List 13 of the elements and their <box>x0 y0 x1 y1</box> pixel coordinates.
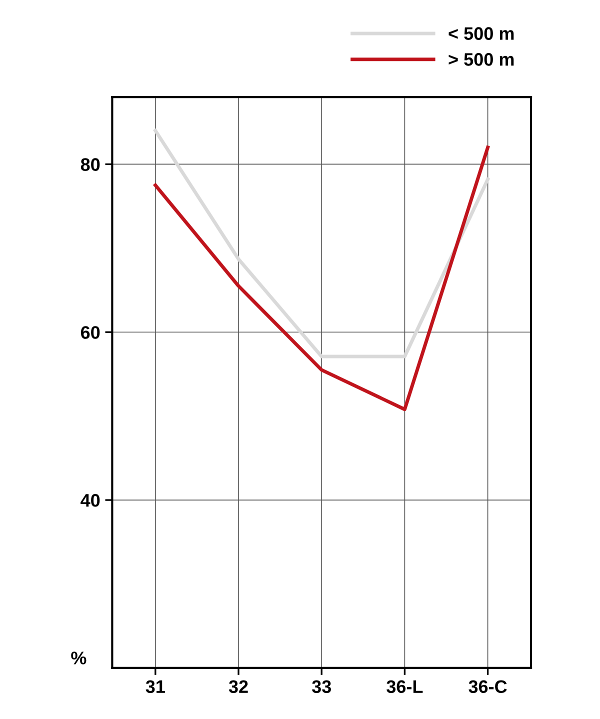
y-tick-label: 80 <box>80 158 100 171</box>
line-series <box>154 128 490 358</box>
y-tick-label: 40 <box>80 494 100 507</box>
x-tick-label: 32 <box>228 680 248 694</box>
legend-label: < 500 m <box>448 27 514 40</box>
x-tick-label: 36-C <box>468 680 507 694</box>
y-tick-label: 60 <box>80 326 100 339</box>
x-tick-label: 36-L <box>386 680 423 694</box>
x-tick-label: 31 <box>146 680 165 694</box>
line-series <box>154 146 490 412</box>
y-axis-title: % <box>71 652 86 664</box>
legend-label: > 500 m <box>448 53 514 66</box>
x-tick-label: 33 <box>312 680 331 694</box>
